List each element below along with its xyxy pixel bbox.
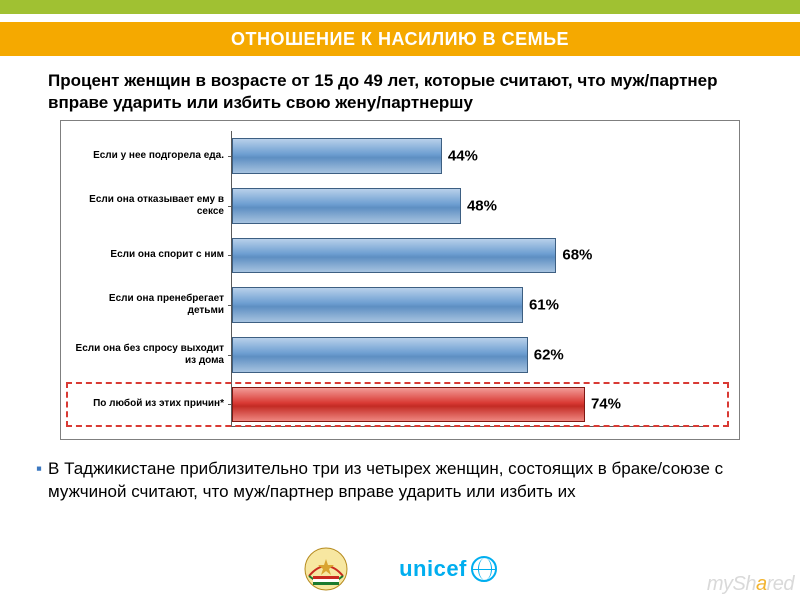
chart-row: По любой из этих причин*74% [232,380,709,430]
value-label: 61% [529,297,559,314]
unicef-globe-icon [471,556,497,582]
value-label: 62% [534,346,564,363]
unicef-logo: unicef [399,556,497,582]
chart-row: Если она спорит с ним68% [232,231,709,281]
footnote-text: В Таджикистане приблизительно три из чет… [48,458,752,504]
bar-chart: Если у нее подгорела еда.44%Если она отк… [60,120,740,440]
plot-area: Если у нее подгорела еда.44%Если она отк… [231,131,709,427]
bar [232,138,442,174]
watermark-pre: mySh [707,573,756,595]
category-label: По любой из этих причин* [72,398,232,410]
category-label: Если она спорит с ним [72,249,232,261]
bar [232,238,556,274]
value-label: 48% [467,197,497,214]
watermark: myShared [707,573,794,596]
category-label: Если у нее подгорела еда. [72,150,232,162]
bar [232,188,461,224]
value-label: 74% [591,396,621,413]
value-label: 44% [448,148,478,165]
category-label: Если она без спросу выходит из дома [72,343,232,367]
category-label: Если она отказывает ему в сексе [72,194,232,218]
chart-row: Если она отказывает ему в сексе48% [232,181,709,231]
bullet-icon: ▪ [36,458,42,504]
bar [232,337,528,373]
bar [232,287,523,323]
chart-row: Если она пренебрегает детьми61% [232,280,709,330]
tajikistan-emblem-icon [303,546,349,592]
watermark-post: red [767,573,794,595]
chart-subtitle: Процент женщин в возрасте от 15 до 49 ле… [48,70,760,114]
chart-row: Если у нее подгорела еда.44% [232,131,709,181]
category-label: Если она пренебрегает детьми [72,293,232,317]
page-title: ОТНОШЕНИЕ К НАСИЛИЮ В СЕМЬЕ [231,29,569,50]
footer-logos: unicef [0,546,800,592]
footnote-block: ▪ В Таджикистане приблизительно три из ч… [36,458,752,504]
title-band: ОТНОШЕНИЕ К НАСИЛИЮ В СЕМЬЕ [0,22,800,56]
value-label: 68% [562,247,592,264]
watermark-accent: a [756,573,767,595]
bar [232,387,585,423]
unicef-text: unicef [399,556,467,582]
header-green-stripe [0,0,800,14]
chart-row: Если она без спросу выходит из дома62% [232,330,709,380]
